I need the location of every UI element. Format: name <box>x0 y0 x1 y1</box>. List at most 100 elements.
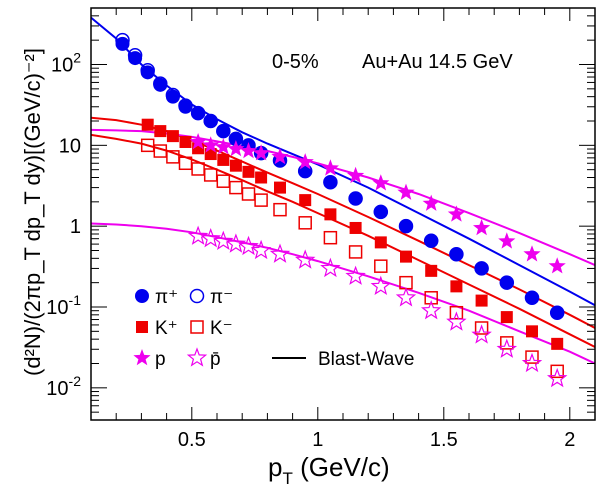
data-point-star-filled <box>189 133 207 150</box>
data-point-square-filled <box>475 294 488 307</box>
y-tick-label-base: 10 <box>51 55 73 77</box>
data-point-square-filled <box>500 311 513 324</box>
y-tick-label: 102 <box>51 50 81 77</box>
data-point-star-filled <box>214 138 232 155</box>
y-tick-label: 10-1 <box>46 292 81 319</box>
data-point-star-filled <box>296 153 314 170</box>
data-point-star-filled <box>372 174 390 191</box>
data-point-circle-open <box>178 98 193 113</box>
data-point-star-open <box>370 275 392 295</box>
data-point-square-filled <box>154 125 167 138</box>
data-point-square-open <box>550 364 564 379</box>
data-point-square-open <box>449 305 464 320</box>
blast-wave-fit-line <box>91 116 595 329</box>
data-point-circle-open <box>216 123 231 139</box>
data-point-square-filled <box>299 194 312 207</box>
data-point-square-filled <box>179 135 192 148</box>
data-point-circle-open <box>323 174 338 190</box>
data-point-circle-open <box>115 32 130 48</box>
data-point-circle-filled <box>424 233 439 248</box>
data-point-star-open <box>213 230 234 250</box>
x-axis-label: pT (GeV/c) <box>268 452 390 488</box>
y-tick-label-base: 10 <box>59 135 81 157</box>
data-point-star-open <box>496 338 518 358</box>
data-point-square-open <box>298 216 312 230</box>
x-tick-label: 1.5 <box>430 429 458 451</box>
data-point-circle-filled <box>449 247 464 262</box>
data-point-star-open <box>345 265 366 285</box>
data-point-circle-filled <box>191 106 206 121</box>
x-axis-label-main: p <box>268 452 282 482</box>
data-point-circle-open <box>127 48 143 63</box>
y-axis-label: (d²N)/(2πp_T dp_T dy)[(GeV/c)⁻²] <box>20 48 45 376</box>
data-point-star-open <box>471 324 492 344</box>
data-point-square-filled <box>400 250 412 263</box>
data-point-circle-open <box>140 62 155 78</box>
legend-label: K⁺ <box>155 318 178 339</box>
data-point-star-filled <box>548 257 566 274</box>
data-point-circle-open <box>499 275 515 290</box>
legend-label: p̄ <box>210 349 221 370</box>
data-point-square-filled <box>425 264 438 277</box>
legend-label: p <box>155 349 166 370</box>
annotation-system: Au+Au 14.5 GeV <box>362 51 513 73</box>
legend-marker <box>186 347 208 367</box>
data-point-square-filled <box>242 165 255 178</box>
data-markers <box>115 32 568 388</box>
data-point-star-open <box>446 311 467 331</box>
data-point-square-open <box>474 321 489 335</box>
data-point-star-open <box>420 299 442 320</box>
data-point-circle-filled <box>128 51 143 66</box>
data-point-star-open <box>225 233 247 253</box>
data-point-circle-filled <box>115 36 130 51</box>
data-point-circle-open <box>348 191 363 206</box>
data-point-circle-open <box>373 204 389 220</box>
data-point-square-open <box>500 336 514 350</box>
legend-marker <box>189 288 205 304</box>
data-point-circle-open <box>190 105 206 121</box>
x-tick-label: 0.5 <box>178 429 206 451</box>
y-tick-label-exponent: 2 <box>73 50 81 66</box>
data-point-star-filled <box>347 166 365 184</box>
data-point-star-filled <box>321 159 339 176</box>
data-point-circle-filled <box>550 305 565 320</box>
data-point-circle-filled <box>373 204 388 219</box>
legend: π⁺ π⁻ K⁺ K⁻ p p̄ Blast-Wave <box>133 287 414 370</box>
data-point-square-open <box>525 350 539 364</box>
legend-marker <box>133 349 151 366</box>
legend-label: K⁻ <box>210 318 233 339</box>
y-tick-label-base: 10 <box>46 378 68 400</box>
data-point-star-filled <box>447 205 465 222</box>
y-tick-label: 10 <box>59 135 81 157</box>
data-point-circle-filled <box>499 275 514 290</box>
data-point-square-open <box>424 291 438 305</box>
data-point-circle-filled <box>228 131 243 146</box>
data-point-square-filled <box>166 130 179 143</box>
legend-marker <box>190 320 204 334</box>
data-point-circle-open <box>524 290 540 306</box>
data-point-circle-filled <box>525 290 539 305</box>
data-point-circle-open <box>423 233 439 249</box>
data-point-circle-open <box>203 113 218 129</box>
x-tick-label: 1 <box>312 429 323 451</box>
annotation-centrality: 0-5% <box>272 51 319 73</box>
data-point-star-open <box>395 287 417 307</box>
blast-wave-fit-line <box>91 222 595 365</box>
y-tick-label-exponent: -1 <box>69 292 82 308</box>
data-point-square-open <box>323 230 338 245</box>
data-point-circle-open <box>449 246 464 262</box>
data-point-square-filled <box>526 325 538 338</box>
data-point-square-filled <box>229 159 242 172</box>
data-point-circle-filled <box>323 175 338 190</box>
data-point-star-filled <box>473 219 491 236</box>
data-point-star-open <box>250 239 272 260</box>
x-axis-label-sub: T <box>282 469 292 488</box>
data-point-circle-filled <box>216 124 231 139</box>
data-point-circle-filled <box>474 261 489 276</box>
x-axis-label-units: (GeV/c) <box>293 452 390 482</box>
y-tick-label: 10-2 <box>46 373 81 400</box>
legend-label: π⁻ <box>210 287 233 308</box>
